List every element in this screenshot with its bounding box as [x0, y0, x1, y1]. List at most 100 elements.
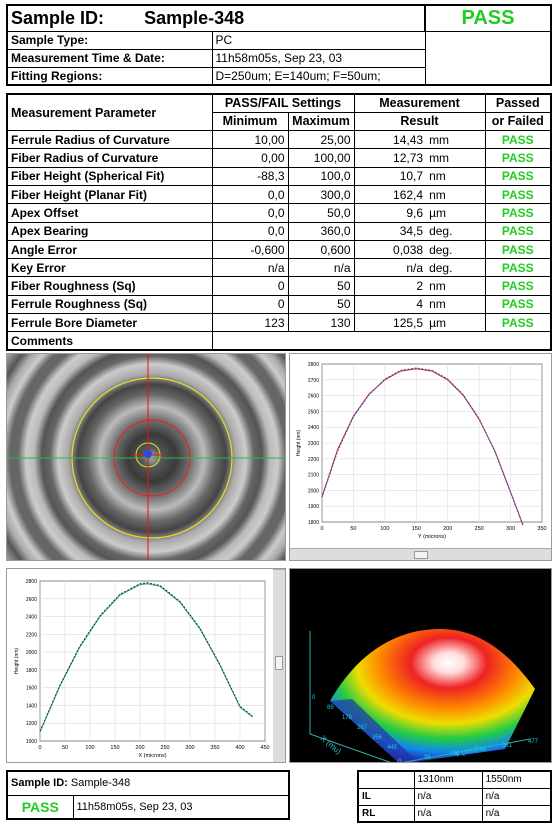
profile-y-scrollbar[interactable]: [290, 548, 551, 560]
sample-type-value: PC: [211, 30, 426, 50]
param-max: n/a: [287, 258, 355, 278]
x-tick-label: 0: [320, 526, 323, 532]
plot-area: [39, 580, 266, 742]
param-name: Ferrule Roughness (Sq): [6, 294, 213, 315]
fitting-regions-value: D=250um; E=140um; F=50um;: [211, 66, 426, 86]
x-tick-label: 300: [506, 526, 515, 532]
y-tick-label: 2700: [308, 378, 319, 384]
profile-x-scrollbar[interactable]: [273, 569, 285, 762]
param-result: 34,5: [353, 221, 427, 241]
loss-wl1: 1310nm: [413, 770, 483, 789]
surface-3d-view: X (mu) Y (mu) 08917826735644509619228638…: [309, 629, 539, 763]
col-minimum: Minimum: [211, 111, 289, 132]
apex-marker: [144, 450, 152, 458]
loss-rl-label: RL: [357, 804, 415, 823]
footer-sample-label: Sample ID:: [11, 777, 68, 790]
param-status: PASS: [484, 239, 552, 260]
param-result: 9,6: [353, 203, 427, 223]
x-tick-label: 300: [185, 745, 194, 751]
profile-x-panel: 1000 1200 1400 1600 1800 2000 2200 2400 2600 2800…: [6, 568, 286, 763]
param-unit: nm: [426, 184, 486, 205]
measurement-table: Measurement Parameter PASS/FAIL Settings…: [6, 93, 552, 352]
col-maximum: Maximum: [287, 111, 355, 132]
param-min: 10,00: [211, 130, 289, 150]
param-unit: deg.: [426, 239, 486, 260]
y-tick-label: 1200: [26, 721, 37, 727]
sample-id-cell: Sample ID: Sample-348: [6, 4, 426, 32]
x-tick-label: 50: [350, 526, 356, 532]
param-unit: deg.: [426, 221, 486, 241]
param-status: PASS: [484, 184, 552, 205]
footer-loss-table: 1310nm 1550nm IL n/a n/a RL n/a n/a: [357, 770, 552, 823]
loss-corner: [357, 770, 415, 789]
x-tick-label: 50: [62, 745, 68, 751]
footer-sample-cell: Sample ID: Sample-348: [6, 770, 290, 796]
y-tick-label: 2200: [26, 632, 37, 638]
y-tick-label: 1400: [26, 703, 37, 709]
col-passed-line1: Passed: [495, 96, 540, 111]
y-tick-label: 1000: [26, 739, 37, 745]
measurement-rows: Ferrule Radius of Curvature 10,00 25,00 14,…: [6, 130, 552, 333]
param-min: -0,600: [211, 239, 289, 260]
series-line: [321, 367, 524, 527]
axis-3d-ticks: 0 89 178 267 356 445 0 96 192 286 381 477: [312, 695, 539, 763]
fitting-regions-label: Fitting Regions:: [6, 66, 213, 86]
y-axis-label: Height (nm): [14, 648, 20, 674]
y-tick-label: 2400: [308, 425, 319, 431]
param-min: -88,3: [211, 166, 289, 186]
profile-y-scroll-thumb[interactable]: [414, 551, 428, 559]
param-max: 50: [287, 276, 355, 296]
param-result: 125,5: [353, 313, 427, 333]
table-row: Ferrule Radius of Curvature 10,00 25,00 14,…: [6, 130, 552, 150]
param-status: PASS: [484, 258, 552, 278]
x-tick-label: 200: [443, 526, 452, 532]
param-name: Fiber Radius of Curvature: [6, 148, 213, 168]
y-tick-label: 2100: [308, 473, 319, 479]
param-max: 0,600: [287, 239, 355, 260]
param-min: 0: [211, 294, 289, 315]
table-row: Angle Error -0,600 0,600 0,038 deg. PASS: [6, 239, 552, 260]
param-name: Fiber Roughness (Sq): [6, 276, 213, 296]
col-settings: PASS/FAIL Settings: [211, 93, 355, 113]
param-unit: µm: [426, 203, 486, 223]
param-min: 123: [211, 313, 289, 333]
x-tick-label: 100: [85, 745, 94, 751]
param-max: 360,0: [287, 221, 355, 241]
profile-x-scroll-thumb[interactable]: [275, 656, 283, 670]
param-name: Key Error: [6, 258, 213, 278]
interferogram-image: [7, 354, 285, 560]
param-status: PASS: [484, 313, 552, 333]
col-result-line2: Result: [353, 111, 486, 132]
param-name: Angle Error: [6, 239, 213, 260]
y-axis-label: Height (nm): [296, 430, 302, 456]
axis-3d-x-tick: 445: [387, 745, 398, 751]
x-tick-label: 350: [210, 745, 219, 751]
param-name: Apex Offset: [6, 203, 213, 223]
profile-y-chart: 1800190020002100220023002400250026002700…: [296, 362, 547, 540]
footer-status-badge: PASS: [6, 794, 74, 820]
param-name: Fiber Height (Spherical Fit): [6, 166, 213, 186]
x-axis-label: Y (microns): [418, 534, 446, 540]
param-name: Ferrule Radius of Curvature: [6, 130, 213, 150]
param-result: 162,4: [353, 184, 427, 205]
param-result: 10,7: [353, 166, 427, 186]
loss-il-1: n/a: [413, 787, 483, 806]
axis-3d-x-tick: 0: [312, 695, 316, 701]
x-tick-label: 450: [260, 745, 269, 751]
param-result: 2: [353, 276, 427, 296]
axis-3d-y-tick: 0: [398, 759, 402, 763]
x-tick-label: 400: [235, 745, 244, 751]
param-result: 12,73: [353, 148, 427, 168]
y-tick-label: 2800: [308, 362, 319, 368]
x-tick-label: 0: [38, 745, 41, 751]
y-tick-label: 1800: [308, 520, 319, 526]
axis-3d-y-tick: 96: [424, 755, 431, 761]
loss-rl-2: n/a: [481, 804, 552, 823]
y-tick-label: 1800: [26, 668, 37, 674]
param-status: PASS: [484, 148, 552, 168]
y-tick-label: 2600: [308, 394, 319, 400]
axis-3d-y-tick: 381: [502, 743, 513, 749]
x-tick-label: 100: [380, 526, 389, 532]
col-result-line1: Measurement: [379, 96, 460, 111]
series-line: [39, 583, 253, 733]
